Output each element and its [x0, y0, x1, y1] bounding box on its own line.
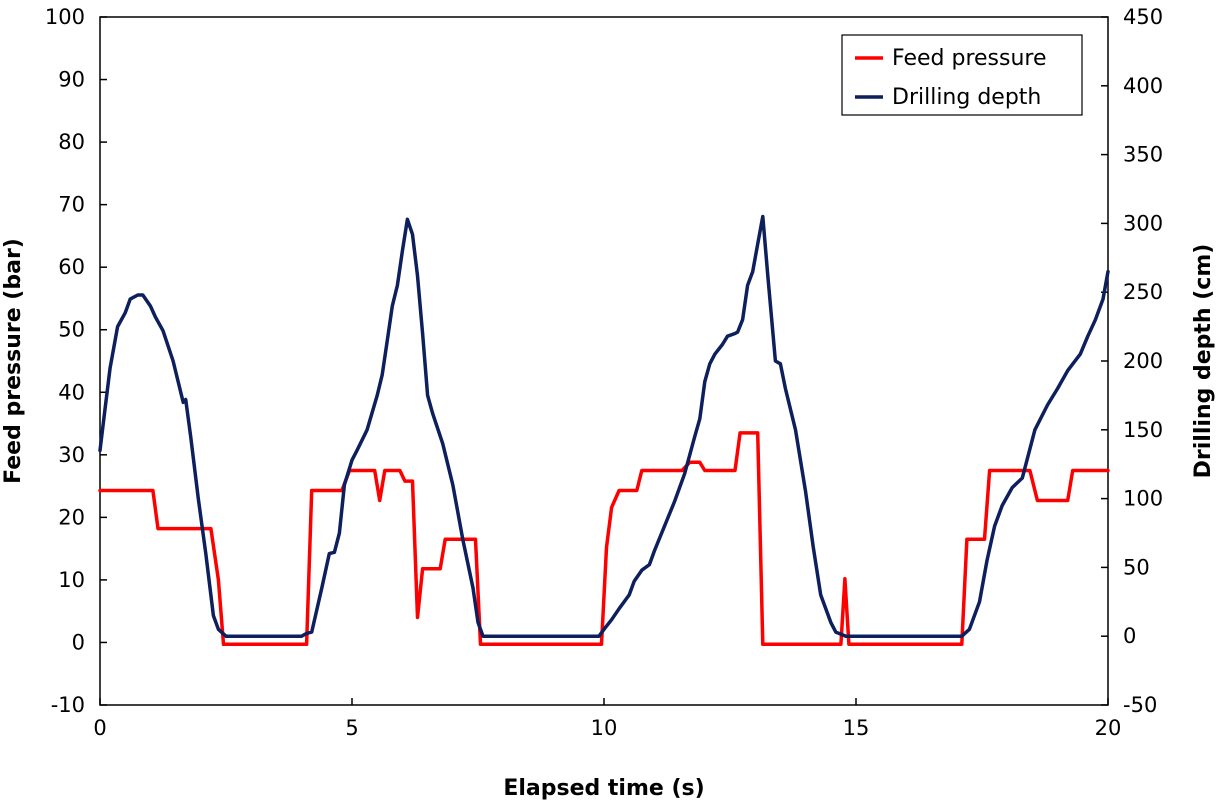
x-tick-label: 20	[1095, 716, 1122, 740]
y-right-tick-label: 450	[1123, 5, 1163, 29]
y-right-tick-label: 50	[1123, 555, 1150, 579]
y-right-tick-label: 100	[1123, 487, 1163, 511]
y-left-axis-title: Feed pressure (bar)	[1, 238, 26, 484]
legend-label-drilling-depth: Drilling depth	[892, 85, 1041, 110]
x-tick-label: 0	[93, 716, 106, 740]
y-left-tick-label: 100	[45, 5, 85, 29]
y-right-tick-label: 400	[1123, 74, 1163, 98]
legend-label-feed-pressure: Feed pressure	[892, 46, 1047, 71]
y-right-tick-label: 300	[1123, 211, 1163, 235]
y-left-tick-label: 60	[58, 255, 85, 279]
tick-labels: 0 5 10 15 20 -10 0 10 20 30 40 50 60 70 80 90 100 -50 0 50 1…	[45, 5, 1163, 740]
x-axis-title: Elapsed time (s)	[503, 776, 704, 801]
x-tick-label: 5	[345, 716, 358, 740]
x-tick-label: 10	[591, 716, 618, 740]
tick-marks	[99, 16, 1109, 706]
series-line-feed-pressure	[98, 431, 1110, 647]
y-right-tick-label: 150	[1123, 418, 1163, 442]
y-left-tick-label: 10	[58, 568, 85, 592]
y-left-tick-label: 30	[58, 443, 85, 467]
y-right-axis-title: Drilling depth (cm)	[1191, 244, 1216, 479]
y-right-tick-label: -50	[1123, 693, 1157, 717]
y-right-tick-label: 200	[1123, 349, 1163, 373]
y-left-tick-label: 50	[58, 318, 85, 342]
y-left-tick-label: 20	[58, 505, 85, 529]
y-left-tick-label: 90	[58, 68, 85, 92]
y-right-tick-label: 0	[1123, 624, 1136, 648]
y-left-tick-label: 40	[58, 380, 85, 404]
y-left-tick-label: 80	[58, 130, 85, 154]
y-right-tick-label: 250	[1123, 280, 1163, 304]
y-right-tick-label: 350	[1123, 143, 1163, 167]
series-layer	[98, 214, 1110, 647]
legend: Feed pressure Drilling depth	[841, 34, 1083, 116]
y-left-tick-label: 70	[58, 193, 85, 217]
y-left-tick-label: -10	[51, 693, 85, 717]
legend-box	[841, 34, 1083, 116]
x-tick-label: 15	[843, 716, 870, 740]
y-left-tick-label: 0	[72, 630, 85, 654]
series-line-drilling-depth	[98, 214, 1110, 638]
